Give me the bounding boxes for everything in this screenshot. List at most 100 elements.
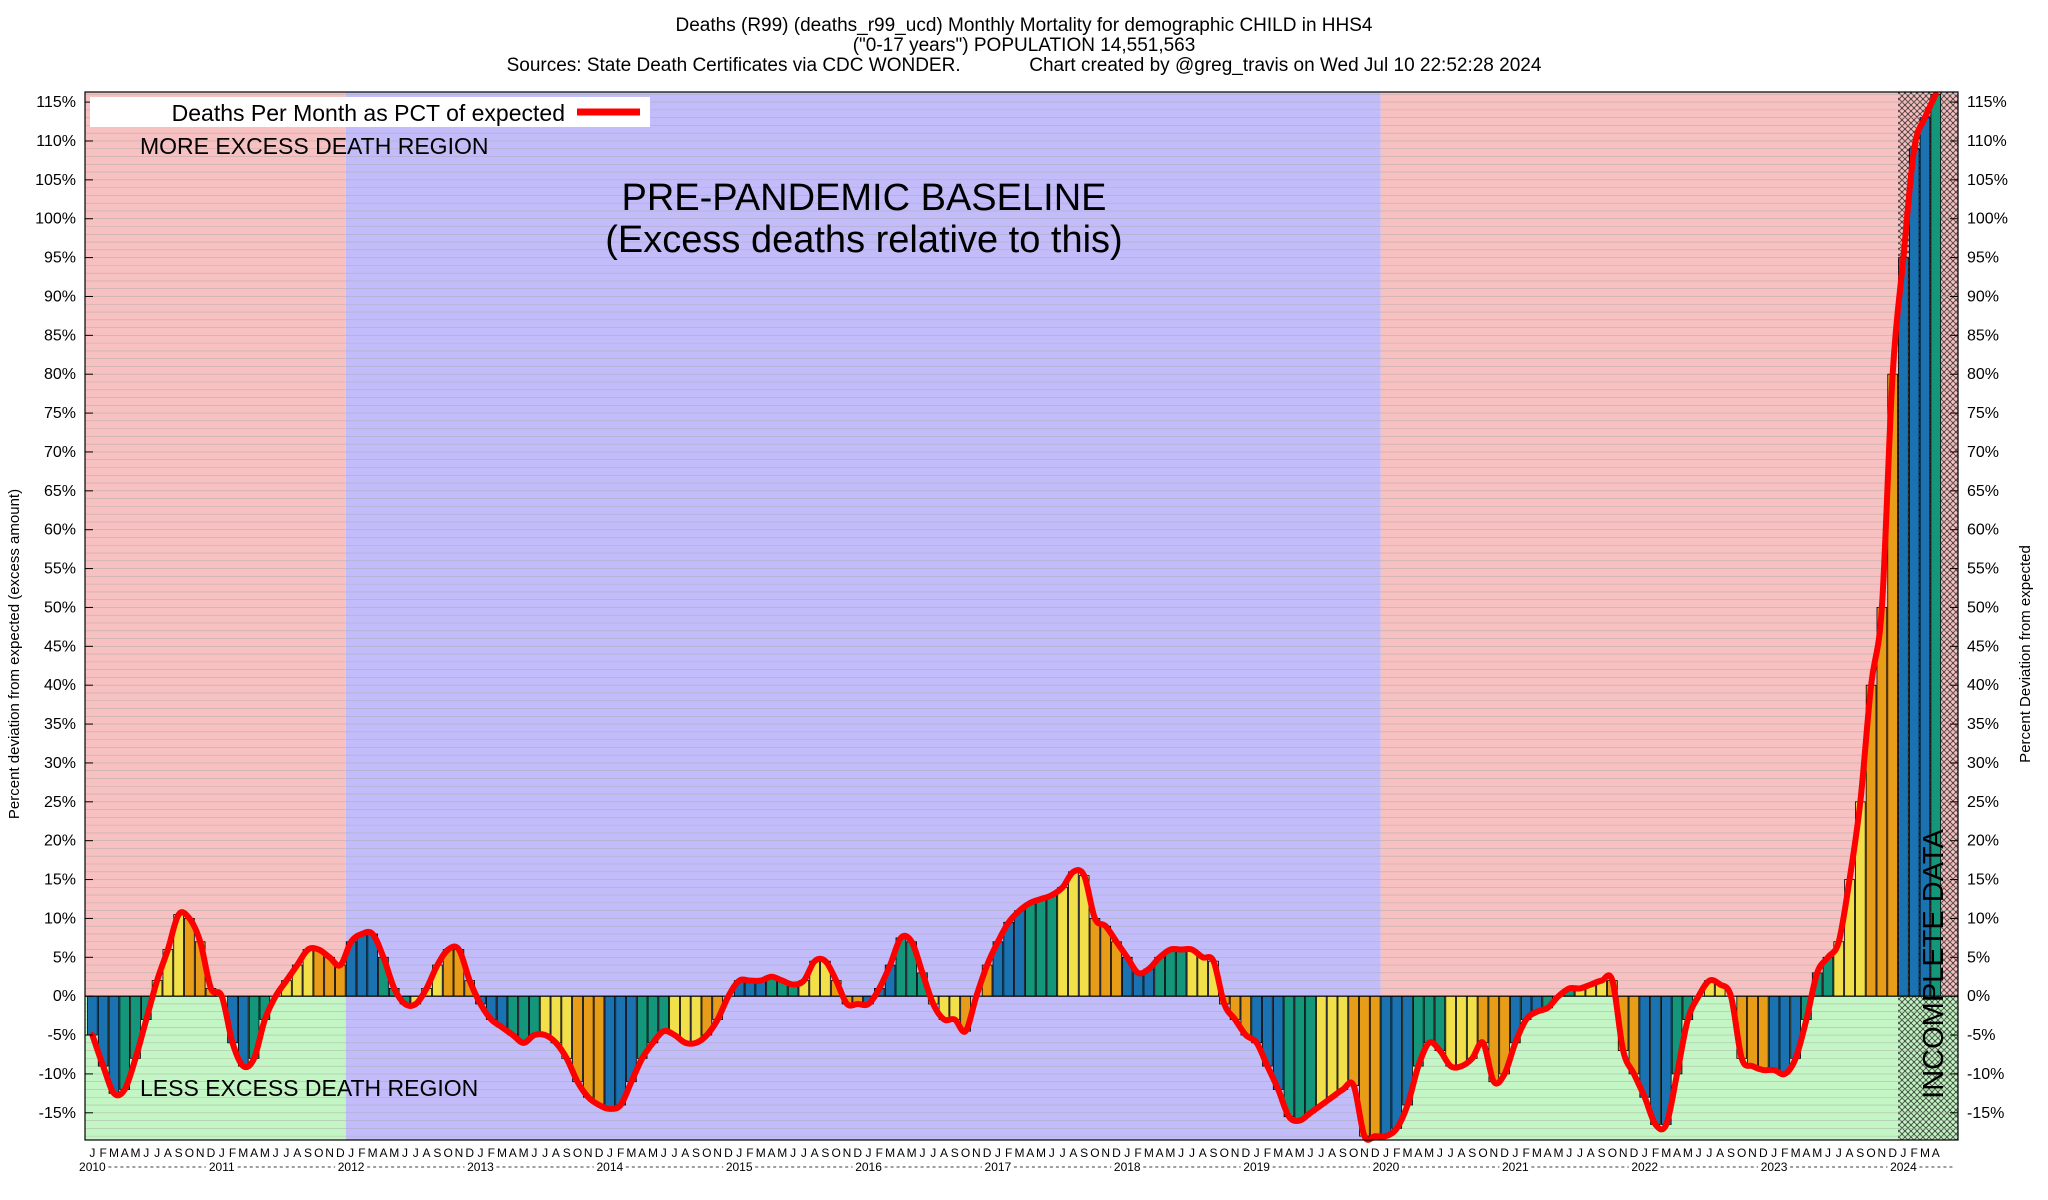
data-bar (1024, 902, 1036, 997)
x-month-label: F (617, 1146, 624, 1160)
data-bar (1758, 995, 1769, 1071)
data-bar (1768, 995, 1780, 1071)
x-month-label: F (1652, 1146, 1659, 1160)
x-month-label: A (1156, 1146, 1164, 1160)
x-month-label: N (1489, 1146, 1498, 1160)
data-bar (1186, 949, 1198, 997)
y-axis-label-right: Percent Deviation from expected (2017, 545, 2034, 763)
y-axis-right: 115% 110% 105% 100% 95% 90% 85% 80% 75% 70% 65% 60%… (1950, 94, 2008, 1122)
x-month-label: N (713, 1146, 722, 1160)
data-bar (1057, 886, 1068, 997)
data-bar (1165, 949, 1176, 997)
x-month-label: A (1932, 1146, 1940, 1160)
x-month-label: N (1878, 1146, 1887, 1160)
x-month-label: A (1846, 1146, 1854, 1160)
x-month-label: O (1608, 1146, 1617, 1160)
x-month-label: M (109, 1146, 119, 1160)
baseline-region-sublabel: (Excess deaths relative to this) (605, 219, 1122, 261)
x-month-label: J (1383, 1146, 1389, 1160)
x-year-label: 2021 (1502, 1160, 1529, 1174)
x-month-label: O (1349, 1146, 1358, 1160)
data-bar (1014, 910, 1025, 997)
x-month-label: F (746, 1146, 753, 1160)
x-month-label: S (304, 1146, 312, 1160)
y-tick-label-right: 65% (1967, 483, 1999, 500)
x-month-label: O (185, 1146, 194, 1160)
x-month-label: J (477, 1146, 483, 1160)
x-month-label: S (951, 1146, 959, 1160)
x-month-label: A (1285, 1146, 1293, 1160)
data-bar (356, 933, 368, 997)
x-month-label: J (1308, 1146, 1314, 1160)
incomplete-data-label: INCOMPLETE DATA (1918, 829, 1950, 1099)
y-tick-label-left: 100% (35, 211, 76, 228)
data-bar (1747, 995, 1758, 1067)
x-month-label: F (1522, 1146, 1529, 1160)
x-month-label: J (89, 1146, 95, 1160)
x-month-label: J (531, 1146, 537, 1160)
y-tick-label-right: 25% (1967, 794, 1999, 811)
region-excess-upper (1380, 92, 1899, 997)
y-tick-label-left: 105% (35, 172, 76, 189)
y-tick-label-right: -5% (1967, 1027, 1995, 1044)
x-month-label: D (1888, 1146, 1897, 1160)
x-month-label: S (1727, 1146, 1735, 1160)
y-tick-label-left: 5% (53, 949, 76, 966)
x-month-label: S (821, 1146, 829, 1160)
title-line-3: Sources: State Death Certificates via CD… (507, 55, 1542, 76)
data-bar (1477, 995, 1489, 1044)
data-bar (313, 949, 325, 997)
x-month-label: S (1210, 1146, 1218, 1160)
x-month-label: A (1199, 1146, 1207, 1160)
baseline-region-label: PRE-PANDEMIC BASELINE (622, 177, 1107, 219)
x-month-label: A (897, 1146, 905, 1160)
x-month-label: D (336, 1146, 345, 1160)
x-month-label: J (1178, 1146, 1184, 1160)
x-month-label: J (1254, 1146, 1260, 1160)
y-axis-left: 115% 110% 105% 100% 95% 90% 85% 80% 75% 70% 65% 60%… (35, 94, 93, 1122)
x-month-label: M (626, 1146, 636, 1160)
y-tick-label-left: 75% (44, 405, 76, 422)
data-bar (1628, 995, 1640, 1075)
y-axis-label-left: Percent deviation from expected (excess … (6, 489, 23, 819)
data-bar (1779, 995, 1791, 1075)
data-bar (1251, 995, 1262, 1044)
x-month-label: A (1673, 1146, 1681, 1160)
y-tick-label-right: 55% (1967, 561, 1999, 578)
x-month-label: D (207, 1146, 216, 1160)
data-bar (1046, 894, 1058, 997)
y-tick-label-left: 110% (36, 133, 76, 150)
x-month-label: F (1781, 1146, 1788, 1160)
x-month-label: A (1026, 1146, 1034, 1160)
x-month-label: J (143, 1146, 149, 1160)
y-tick-label-right: 100% (1967, 211, 2008, 228)
x-month-label: J (273, 1146, 279, 1160)
x-month-label: A (681, 1146, 689, 1160)
x-month-label: D (1112, 1146, 1121, 1160)
x-month-label: S (1856, 1146, 1864, 1160)
x-month-label: A (164, 1146, 172, 1160)
x-month-label: J (1318, 1146, 1324, 1160)
x-month-label: D (1371, 1146, 1380, 1160)
data-bar (1089, 918, 1101, 997)
x-year-label: 2013 (467, 1160, 494, 1174)
data-bar (1316, 995, 1327, 1106)
data-bar (335, 964, 346, 997)
x-month-label: N (584, 1146, 593, 1160)
x-month-label: J (283, 1146, 289, 1160)
x-month-label: F (1264, 1146, 1271, 1160)
x-month-label: O (832, 1146, 841, 1160)
y-tick-label-right: 15% (1967, 872, 1999, 889)
x-year-label: 2022 (1631, 1160, 1658, 1174)
x-year-label: 2023 (1761, 1160, 1788, 1174)
data-bar (1380, 995, 1392, 1137)
y-tick-label-right: 95% (1967, 250, 1999, 267)
x-month-label: M (1812, 1146, 1822, 1160)
y-tick-label-right: -10% (1967, 1066, 2004, 1083)
y-tick-label-left: 0% (53, 988, 76, 1005)
data-bar (518, 995, 529, 1044)
data-bar (1175, 949, 1187, 997)
data-bar (690, 995, 702, 1044)
x-month-label: A (1069, 1146, 1077, 1160)
x-month-label: A (1457, 1146, 1465, 1160)
